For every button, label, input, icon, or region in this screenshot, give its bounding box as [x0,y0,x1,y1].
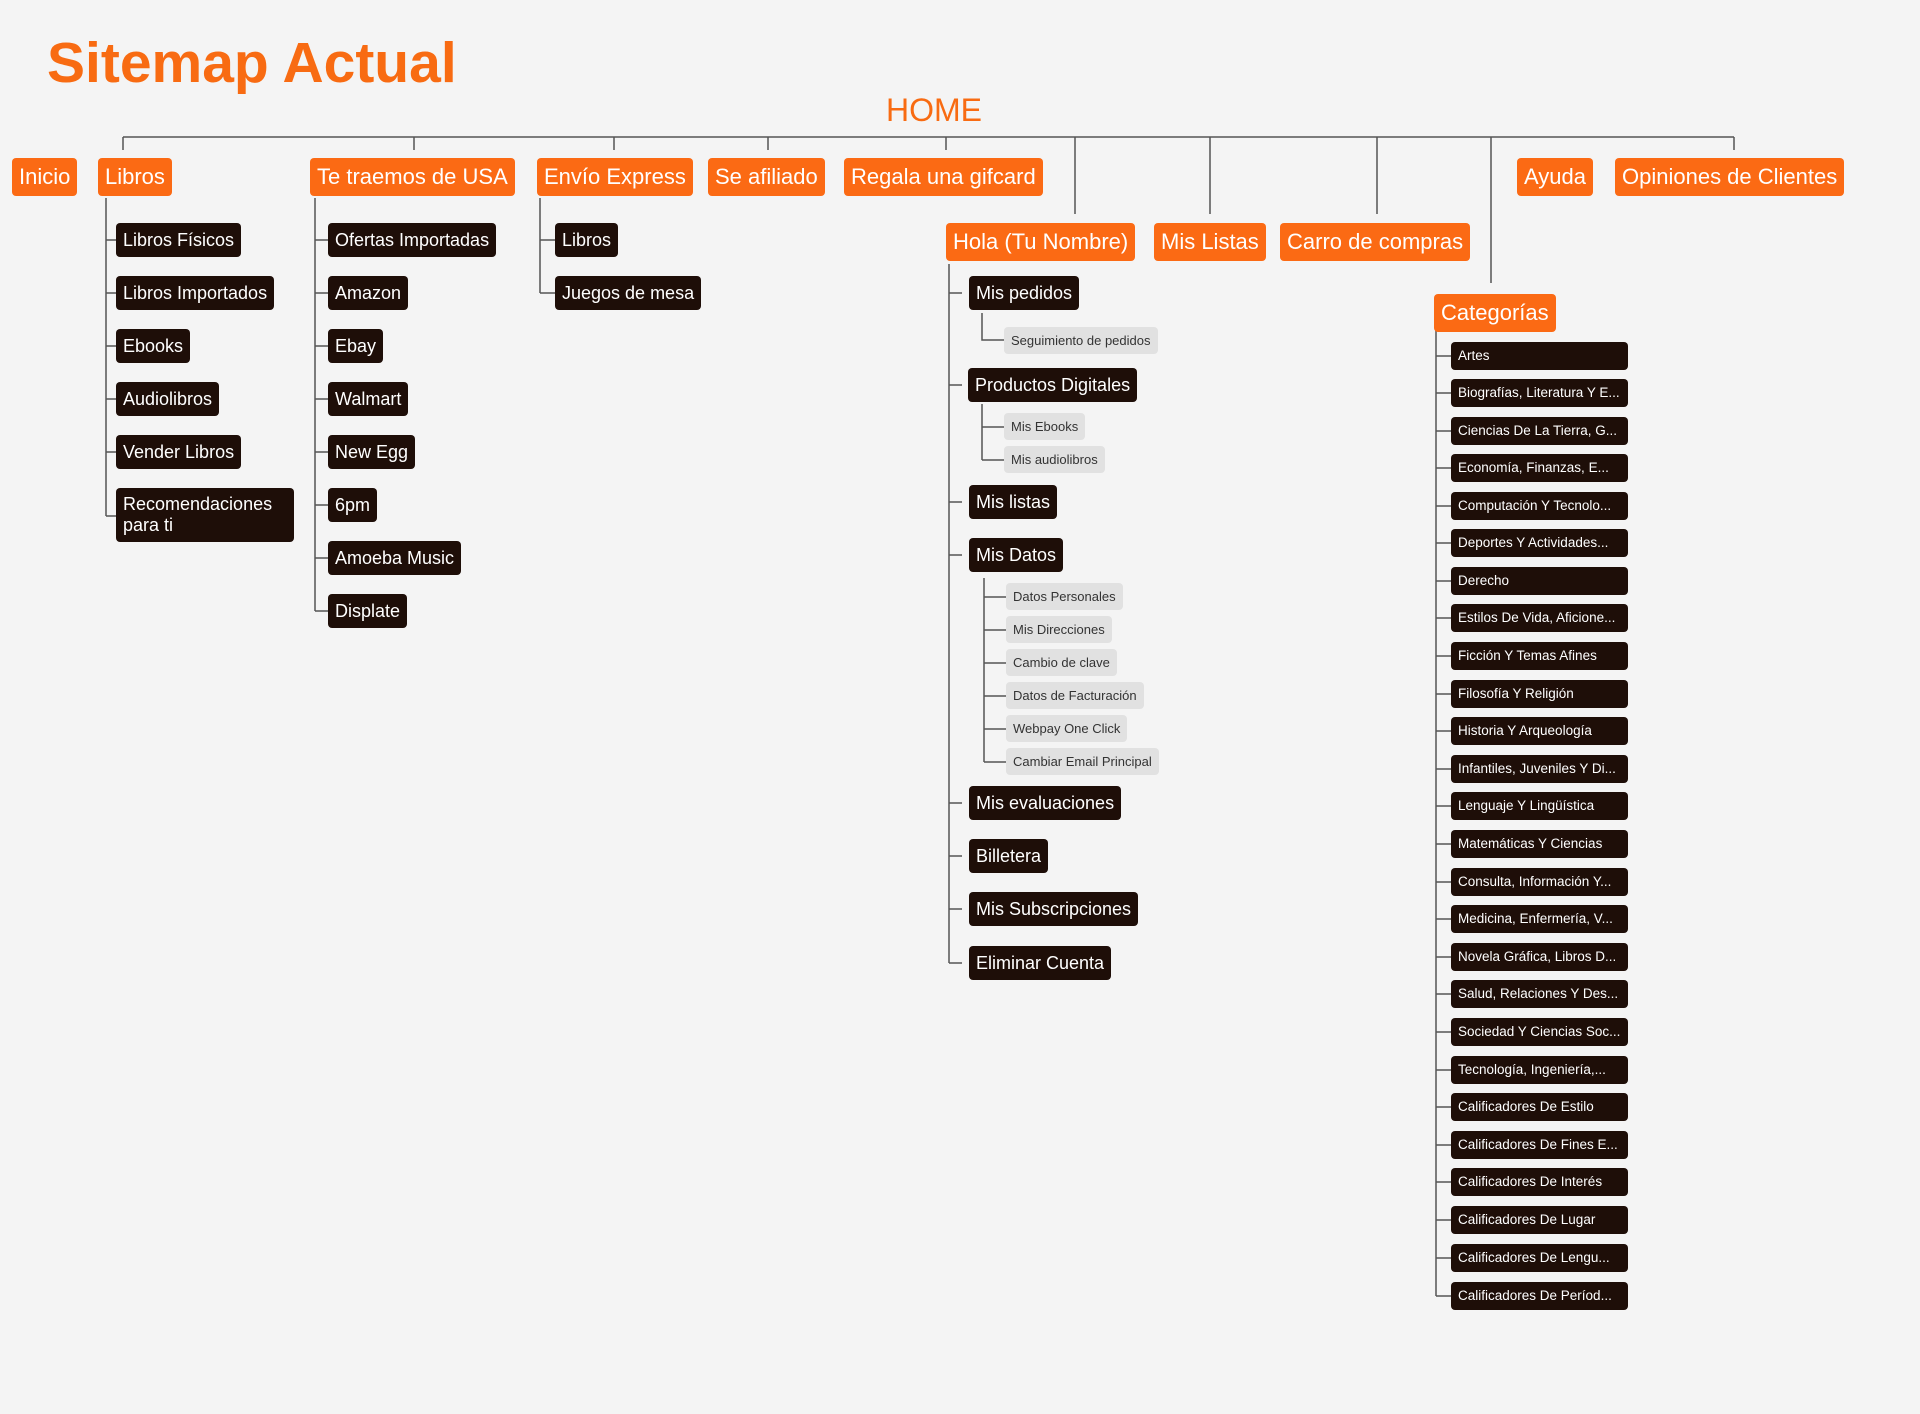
node-categoria: Calificadores De Fines E... [1451,1131,1628,1159]
page-title: Sitemap Actual [47,31,457,95]
node-cambio-de-clave: Cambio de clave [1006,649,1117,676]
node-recomendaciones: Recomendaciones para ti [116,488,294,542]
root-node-home: HOME [886,92,982,128]
node-6pm: 6pm [328,488,378,522]
node-categoria: Filosofía Y Religión [1451,680,1628,708]
node-ebay: Ebay [328,329,384,363]
node-categoria: Matemáticas Y Ciencias [1451,830,1628,858]
node-categoria: Consulta, Información Y... [1451,868,1628,896]
node-categoria: Infantiles, Juveniles Y Di... [1451,755,1628,783]
node-libros: Libros [98,158,172,196]
node-categoria: Calificadores De Interés [1451,1168,1628,1196]
node-categoria: Calificadores De Lengu... [1451,1244,1628,1272]
node-mis-direcciones: Mis Direcciones [1006,616,1112,643]
node-categoria: Artes [1451,342,1628,370]
node-categoria: Computación Y Tecnolo... [1451,492,1628,520]
node-libros-importados: Libros Importados [116,276,275,310]
node-webpay-one-click: Webpay One Click [1006,715,1128,742]
node-cambiar-email: Cambiar Email Principal [1006,748,1159,775]
node-mis-listas: Mis Listas [1154,223,1266,261]
node-amazon: Amazon [328,276,409,310]
node-categoria: Calificadores De Lugar [1451,1206,1628,1234]
node-categoria: Economía, Finanzas, E... [1451,454,1628,482]
node-billetera: Billetera [969,839,1049,873]
node-mis-subscripciones: Mis Subscripciones [969,892,1139,926]
node-carro-de-compras: Carro de compras [1280,223,1471,261]
node-categoria: Lenguaje Y Lingüística [1451,792,1628,820]
node-inicio: Inicio [12,158,78,196]
node-opiniones-clientes: Opiniones de Clientes [1615,158,1845,196]
node-categoria: Ficción Y Temas Afines [1451,642,1628,670]
node-datos-facturacion: Datos de Facturación [1006,682,1144,709]
node-envio-express: Envío Express [537,158,693,196]
node-categoria: Ciencias De La Tierra, G... [1451,417,1628,445]
node-walmart: Walmart [328,382,409,416]
node-categoria: Novela Gráfica, Libros D... [1451,943,1628,971]
node-hola-tu-nombre: Hola (Tu Nombre) [946,223,1136,261]
node-ayuda: Ayuda [1517,158,1593,196]
node-vender-libros: Vender Libros [116,435,242,469]
node-mis-listas-cuenta: Mis listas [969,485,1058,519]
node-mis-datos: Mis Datos [969,538,1064,572]
node-express-libros: Libros [555,223,619,257]
node-mis-evaluaciones: Mis evaluaciones [969,786,1122,820]
node-categoria: Sociedad Y Ciencias Soc... [1451,1018,1628,1046]
node-libros-fisicos: Libros Físicos [116,223,242,257]
node-categoria: Tecnología, Ingeniería,... [1451,1056,1628,1084]
node-eliminar-cuenta: Eliminar Cuenta [969,946,1112,980]
node-regala-gifcard: Regala una gifcard [844,158,1043,196]
node-categoria: Deportes Y Actividades... [1451,529,1628,557]
node-juegos-de-mesa: Juegos de mesa [555,276,702,310]
node-categorias: Categorías [1434,294,1556,332]
node-categoria: Historia Y Arqueología [1451,717,1628,745]
node-categoria: Estilos De Vida, Aficione... [1451,604,1628,632]
node-audiolibros: Audiolibros [116,382,220,416]
node-displate: Displate [328,594,408,628]
node-categoria: Derecho [1451,567,1628,595]
node-ofertas-importadas: Ofertas Importadas [328,223,497,257]
node-productos-digitales: Productos Digitales [968,368,1138,402]
node-new-egg: New Egg [328,435,416,469]
node-categoria: Medicina, Enfermería, V... [1451,905,1628,933]
node-seguimiento-pedidos: Seguimiento de pedidos [1004,327,1158,354]
node-categoria: Salud, Relaciones Y Des... [1451,980,1628,1008]
node-categoria: Calificadores De Estilo [1451,1093,1628,1121]
node-amoeba-music: Amoeba Music [328,541,462,575]
node-se-afiliado: Se afiliado [708,158,825,196]
node-datos-personales: Datos Personales [1006,583,1123,610]
node-mis-audiolibros: Mis audiolibros [1004,446,1105,473]
node-ebooks: Ebooks [116,329,191,363]
node-mis-ebooks: Mis Ebooks [1004,413,1086,440]
node-categoria: Calificadores De Períod... [1451,1282,1628,1310]
node-mis-pedidos: Mis pedidos [969,276,1080,310]
node-te-traemos-de-usa: Te traemos de USA [310,158,515,196]
node-categoria: Biografías, Literatura Y E... [1451,379,1628,407]
